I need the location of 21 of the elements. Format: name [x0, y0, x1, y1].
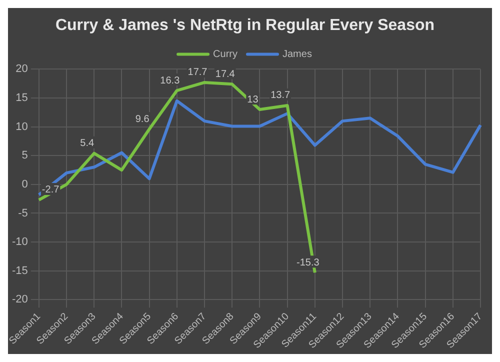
data-label: 9.6	[135, 114, 150, 125]
data-label: 13	[247, 94, 259, 106]
y-tick-label: -10	[12, 236, 28, 248]
data-label: 16.3	[160, 75, 180, 86]
data-label: 17.4	[215, 68, 236, 80]
data-label: 17.7	[188, 67, 208, 78]
y-tick-label: -20	[12, 294, 28, 306]
y-tick-label: -15	[12, 264, 28, 277]
legend-label: James	[282, 48, 312, 60]
y-tick-label: 15	[16, 92, 28, 104]
y-tick-label: 10	[16, 120, 28, 133]
data-label: 13.7	[270, 90, 290, 102]
y-tick-label: 20	[16, 63, 28, 76]
chart-title: Curry & James 's NetRtg in Regular Every Season	[55, 17, 435, 34]
data-label: 5.4	[80, 138, 94, 150]
y-tick-label: -5	[18, 207, 28, 220]
y-tick-label: 5	[22, 150, 28, 162]
data-label: -2.7	[42, 184, 60, 196]
legend-label: Curry	[213, 48, 238, 60]
y-tick-label: 0	[22, 178, 28, 190]
data-label: -15.3	[296, 257, 320, 268]
